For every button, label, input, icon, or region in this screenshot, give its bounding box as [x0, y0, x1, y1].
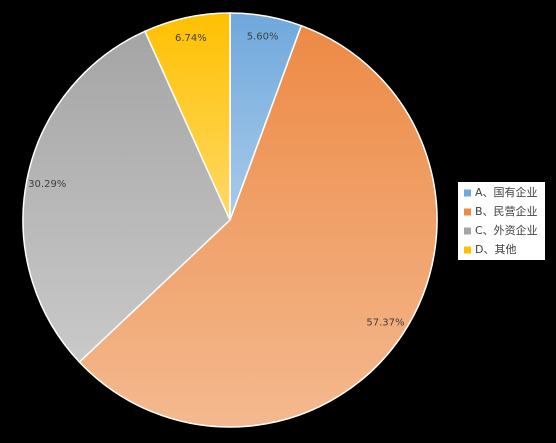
legend-swatch: [464, 189, 471, 197]
legend-label: C、外资企业: [475, 223, 538, 237]
legend-label: A、国有企业: [475, 185, 538, 199]
legend-label: D、其他: [475, 243, 516, 256]
slice: [22, 30, 231, 364]
data-label: 6.74%: [175, 33, 207, 44]
data-label: 5.60%: [247, 32, 279, 43]
legend-swatch: [464, 246, 471, 254]
legend-label: B、民营企业: [475, 204, 538, 218]
data-label: 57.37%: [366, 318, 404, 329]
legend-swatch: [464, 208, 471, 216]
slice: [78, 24, 438, 428]
data-label: 30.29%: [28, 179, 66, 190]
legend-box: [458, 182, 545, 260]
slice: [143, 12, 231, 221]
legend-swatch: [464, 227, 471, 235]
